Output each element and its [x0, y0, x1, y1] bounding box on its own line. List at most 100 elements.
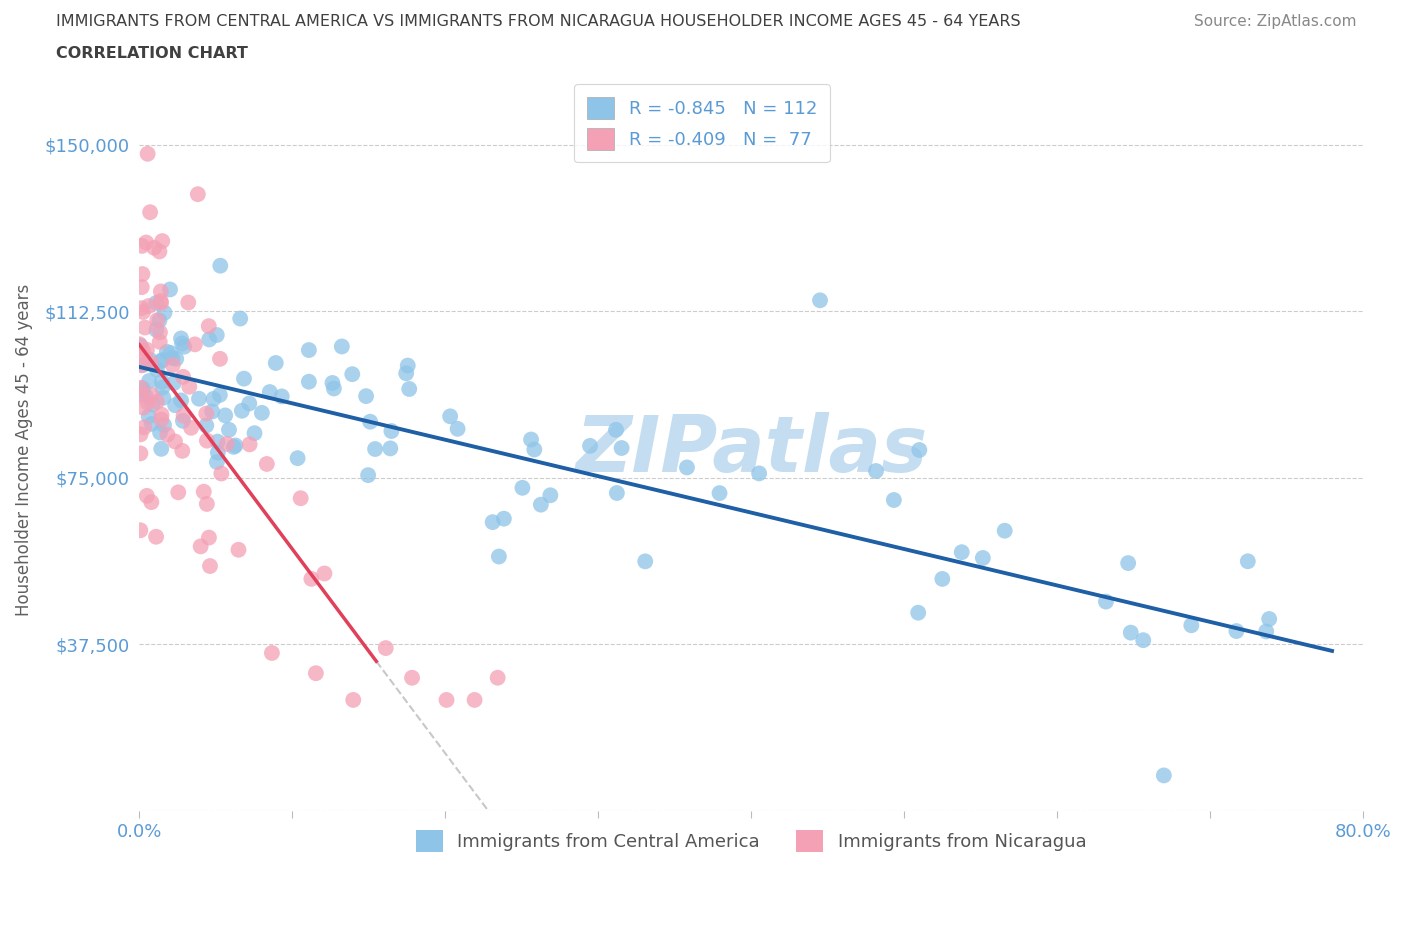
Point [128, 337, 150, 352]
Point [179, 379, 201, 394]
Point [396, 358, 419, 373]
Point [481, 514, 503, 529]
Point [486, 671, 509, 685]
Point [395, 365, 418, 380]
Point [865, 463, 887, 478]
Point [238, 396, 260, 411]
Point [148, 244, 170, 259]
Point [972, 551, 994, 565]
Point [218, 422, 240, 437]
Point [145, 296, 167, 311]
Point [398, 381, 420, 396]
Point [606, 485, 628, 500]
Point [436, 693, 458, 708]
Point [131, 280, 153, 295]
Point [523, 442, 546, 457]
Point [239, 437, 262, 452]
Point [209, 466, 232, 481]
Point [287, 451, 309, 466]
Point [129, 339, 152, 353]
Point [149, 284, 172, 299]
Point [187, 187, 209, 202]
Point [512, 481, 534, 496]
Point [305, 666, 328, 681]
Point [198, 559, 221, 574]
Point [136, 146, 159, 161]
Point [488, 549, 510, 564]
Point [198, 530, 221, 545]
Point [193, 485, 215, 499]
Point [150, 412, 173, 427]
Point [139, 205, 162, 219]
Point [149, 335, 172, 350]
Point [342, 366, 364, 381]
Point [322, 381, 344, 396]
Point [149, 354, 172, 369]
Point [163, 434, 186, 449]
Point [173, 339, 195, 354]
Point [131, 267, 153, 282]
Point [150, 296, 173, 311]
Point [131, 383, 153, 398]
Point [195, 497, 218, 512]
Point [132, 349, 155, 364]
Point [1132, 632, 1154, 647]
Point [907, 605, 929, 620]
Point [314, 566, 336, 581]
Point [152, 391, 174, 405]
Point [134, 419, 156, 434]
Text: ZIPatlas: ZIPatlas [575, 412, 927, 488]
Point [165, 398, 187, 413]
Point [233, 371, 256, 386]
Point [605, 422, 627, 437]
Point [129, 380, 152, 395]
Point [298, 374, 321, 389]
Point [198, 332, 221, 347]
Point [129, 387, 152, 402]
Point [260, 645, 283, 660]
Point [165, 352, 187, 366]
Point [148, 313, 170, 328]
Point [908, 443, 931, 458]
Point [243, 426, 266, 441]
Point [195, 406, 218, 421]
Point [401, 671, 423, 685]
Point [149, 425, 172, 440]
Point [202, 392, 225, 406]
Point [354, 389, 377, 404]
Point [222, 440, 245, 455]
Point [149, 294, 172, 309]
Point [231, 404, 253, 418]
Point [1116, 555, 1139, 570]
Point [207, 434, 229, 449]
Point [208, 352, 231, 366]
Point [132, 400, 155, 415]
Point [205, 455, 228, 470]
Point [209, 259, 232, 273]
Point [520, 432, 543, 447]
Text: IMMIGRANTS FROM CENTRAL AMERICA VS IMMIGRANTS FROM NICARAGUA HOUSEHOLDER INCOME : IMMIGRANTS FROM CENTRAL AMERICA VS IMMIG… [56, 14, 1021, 29]
Point [1225, 624, 1247, 639]
Point [172, 444, 194, 458]
Point [149, 325, 172, 339]
Point [156, 427, 179, 442]
Point [1180, 618, 1202, 632]
Point [357, 468, 380, 483]
Point [167, 485, 190, 499]
Point [180, 420, 202, 435]
Point [135, 488, 157, 503]
Text: CORRELATION CHART: CORRELATION CHART [56, 46, 247, 61]
Point [709, 485, 731, 500]
Point [994, 524, 1017, 538]
Legend: Immigrants from Central America, Immigrants from Nicaragua: Immigrants from Central America, Immigra… [409, 823, 1094, 859]
Point [380, 441, 402, 456]
Point [299, 571, 322, 586]
Point [380, 423, 402, 438]
Point [135, 235, 157, 250]
Point [1119, 625, 1142, 640]
Point [153, 305, 176, 320]
Point [270, 389, 292, 404]
Point [201, 404, 224, 418]
Point [134, 388, 156, 403]
Point [205, 327, 228, 342]
